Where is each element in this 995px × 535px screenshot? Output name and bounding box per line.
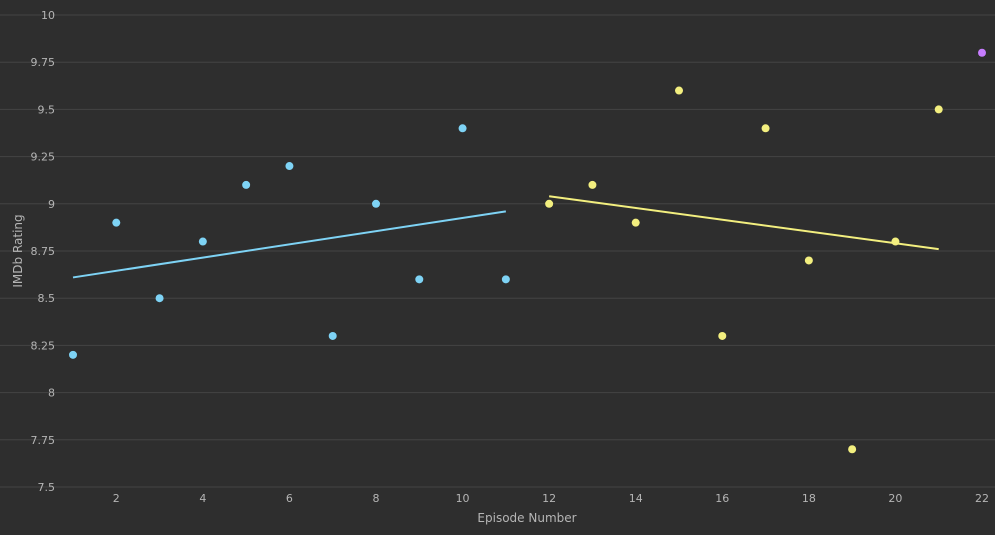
trend-lines <box>72 195 939 279</box>
x-axis-title: Episode Number <box>477 511 576 525</box>
x-tick-label: 2 <box>113 492 120 505</box>
y-tick-label: 8 <box>48 387 55 400</box>
trend-line <box>549 195 939 251</box>
y-axis-ticks: 7.5 7.75 8 8.25 8.5 8.75 9 9.25 9.5 9.75 10 <box>31 9 56 494</box>
data-point <box>588 180 597 189</box>
data-point <box>545 199 554 208</box>
data-point <box>761 124 770 133</box>
data-point <box>631 218 640 227</box>
data-point <box>198 237 207 246</box>
x-tick-label: 12 <box>542 492 556 505</box>
data-point <box>718 331 727 340</box>
trend-line <box>72 210 507 279</box>
x-tick-label: 6 <box>286 492 293 505</box>
data-point <box>978 48 986 57</box>
x-tick-label: 22 <box>975 492 989 505</box>
y-tick-label: 9 <box>48 198 55 211</box>
x-tick-label: 20 <box>888 492 902 505</box>
x-tick-label: 16 <box>715 492 729 505</box>
data-points <box>69 48 986 454</box>
y-tick-label: 7.75 <box>31 434 56 447</box>
y-tick-label: 9.25 <box>31 151 56 164</box>
y-axis-title: IMDb Rating <box>11 214 25 287</box>
y-tick-label: 8.25 <box>31 339 56 352</box>
data-point <box>415 275 424 284</box>
data-point <box>501 275 510 284</box>
data-point <box>285 162 294 171</box>
data-point <box>804 256 813 265</box>
y-tick-label: 8.75 <box>31 245 56 258</box>
data-point <box>112 218 121 227</box>
x-axis-ticks: 2 4 6 8 10 12 14 16 18 20 22 <box>113 492 989 505</box>
data-point <box>891 237 900 246</box>
grid-lines <box>0 14 995 488</box>
data-point <box>934 105 943 114</box>
data-point <box>458 124 467 133</box>
x-tick-label: 8 <box>373 492 380 505</box>
x-tick-label: 14 <box>629 492 643 505</box>
data-point <box>328 331 337 340</box>
x-tick-label: 18 <box>802 492 816 505</box>
data-point <box>372 199 380 208</box>
y-tick-label: 7.5 <box>38 481 56 494</box>
data-point <box>155 294 164 303</box>
x-tick-label: 4 <box>199 492 206 505</box>
x-tick-label: 10 <box>456 492 470 505</box>
data-point <box>242 180 251 189</box>
y-tick-label: 9.5 <box>38 103 56 116</box>
data-point <box>69 350 77 359</box>
y-tick-label: 9.75 <box>31 56 56 69</box>
data-point <box>848 445 857 454</box>
data-point <box>675 86 683 95</box>
y-tick-label: 10 <box>41 9 55 22</box>
y-tick-label: 8.5 <box>38 292 56 305</box>
